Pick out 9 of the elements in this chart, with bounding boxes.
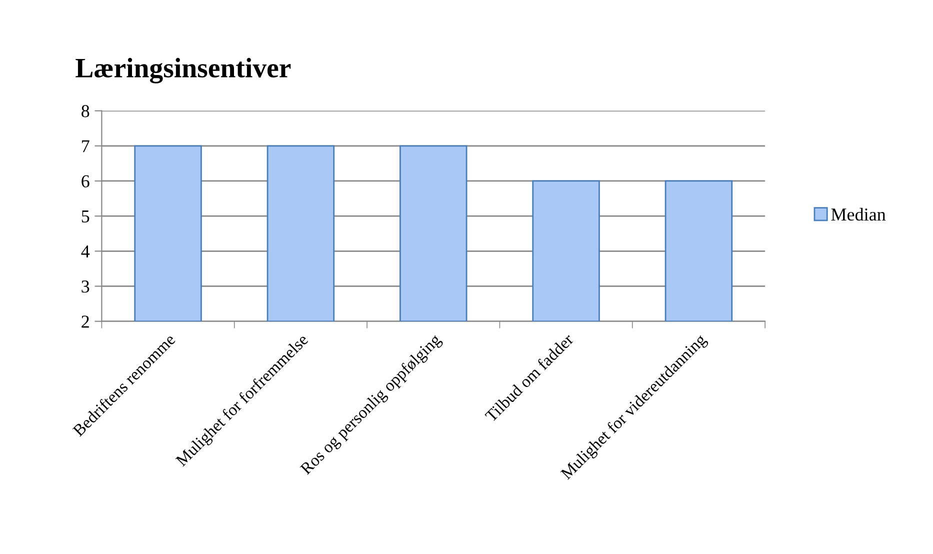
chart-title: Læringsinsentiver — [76, 58, 291, 84]
y-tick-label: 5 — [82, 210, 90, 222]
y-tick-label: 8 — [82, 105, 90, 118]
legend-label: Median — [831, 208, 886, 221]
y-tick-label: 6 — [82, 175, 90, 188]
y-tick-label: 4 — [81, 246, 90, 258]
y-tick-label: 2 — [82, 316, 89, 328]
y-tick-label: 3 — [82, 280, 90, 293]
y-tick-label: 7 — [82, 140, 90, 152]
